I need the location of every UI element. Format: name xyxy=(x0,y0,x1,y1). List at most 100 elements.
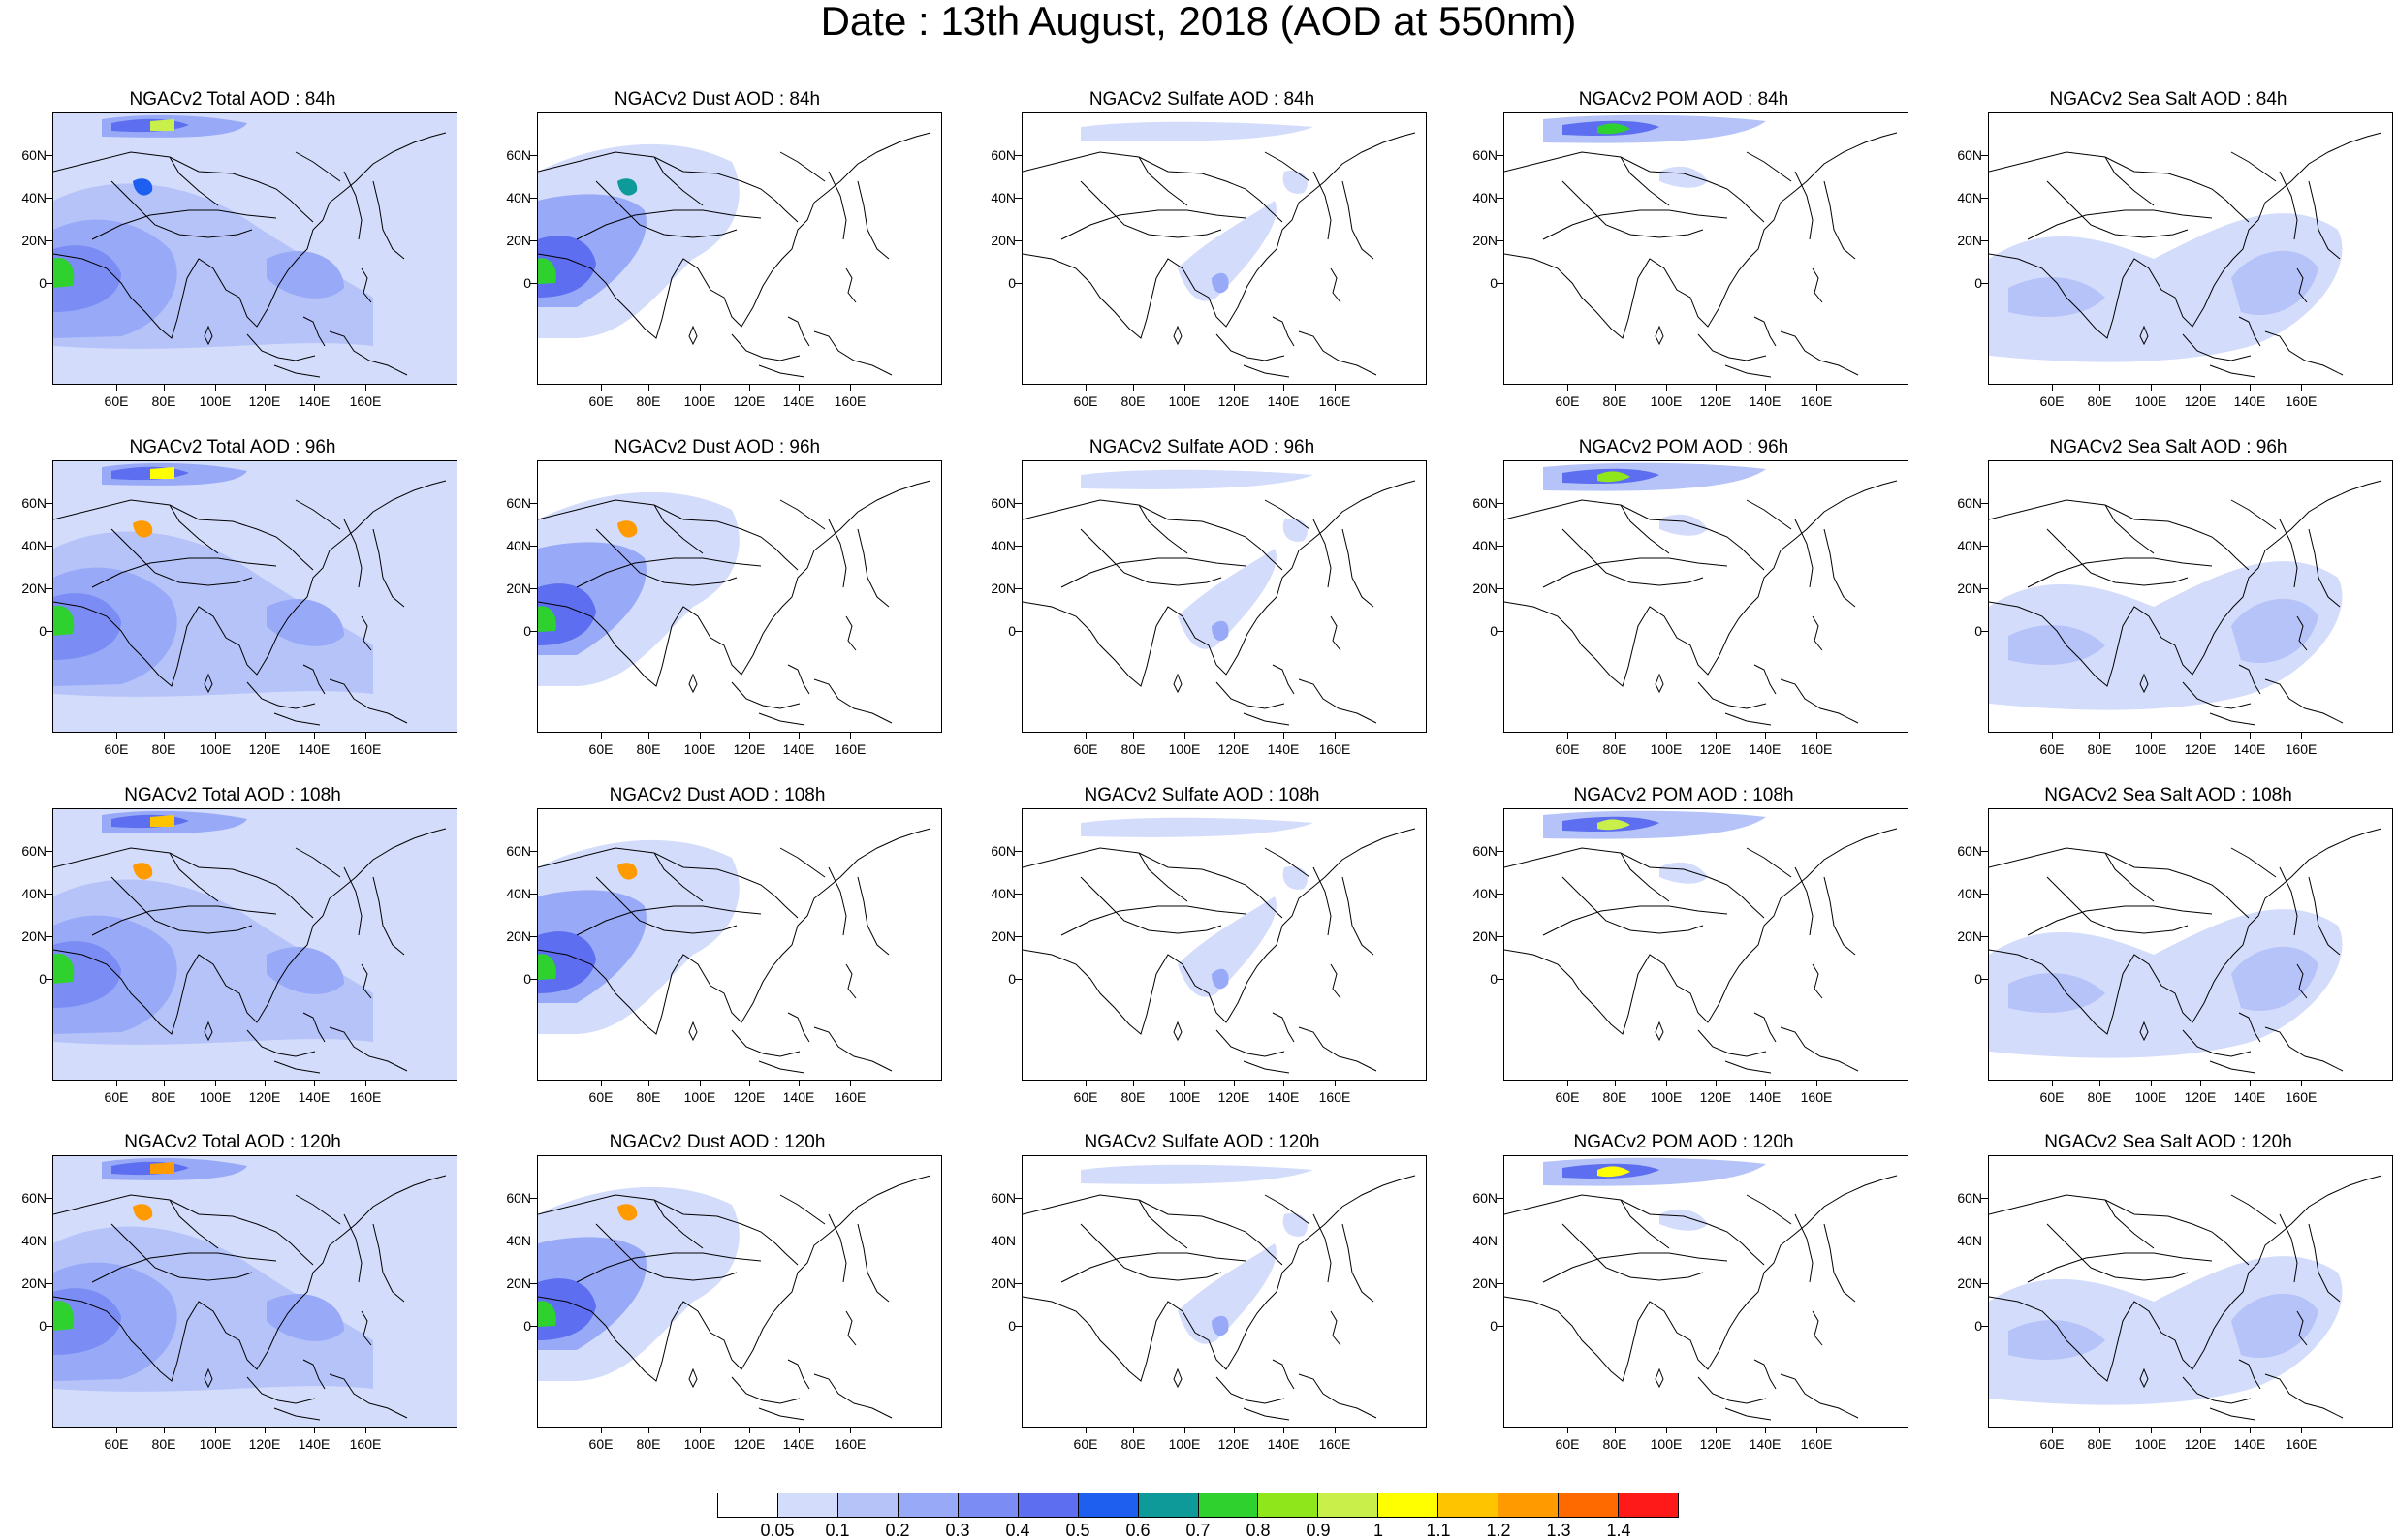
lat-tick xyxy=(1981,588,1988,589)
aod-contour-region xyxy=(1081,121,1313,141)
aod-contour-region xyxy=(1989,909,2343,1058)
lat-tick-label: 0 xyxy=(1008,623,1016,639)
coastline xyxy=(595,180,738,238)
coastline xyxy=(295,847,341,878)
lon-tick-label: 100E xyxy=(683,393,716,409)
lat-tick xyxy=(46,936,52,937)
panel-title: NGACv2 POM AOD : 108h xyxy=(1573,785,1794,805)
coastline xyxy=(1780,1026,1859,1072)
aod-contour-region xyxy=(538,258,556,284)
lat-tick-label: 0 xyxy=(39,623,47,639)
lon-tick xyxy=(1184,1081,1185,1086)
colorbar-label: 0.5 xyxy=(1065,1521,1090,1540)
lon-tick-label: 80E xyxy=(636,741,661,757)
coastline xyxy=(1264,151,1310,182)
coastline xyxy=(1753,664,1777,695)
aod-contour-region xyxy=(538,606,556,632)
colorbar-label: 0.8 xyxy=(1246,1521,1271,1540)
aod-contour-region xyxy=(267,250,344,299)
lon-tick xyxy=(1615,1428,1616,1433)
panel-title: NGACv2 Total AOD : 84h xyxy=(129,89,336,110)
coastline xyxy=(2238,1359,2261,1390)
aod-field-map xyxy=(1504,114,1898,378)
lon-tick xyxy=(700,1428,701,1433)
coastline xyxy=(787,316,810,347)
lat-tick xyxy=(46,546,52,547)
coastline xyxy=(1753,1359,1777,1390)
lat-tick xyxy=(46,588,52,589)
lat-tick-label: 20N xyxy=(506,1275,531,1291)
lon-tick-label: 120E xyxy=(1217,1436,1250,1452)
lat-tick-label: 20N xyxy=(21,581,47,596)
lon-tick xyxy=(1716,385,1717,391)
coastline xyxy=(169,156,219,206)
coastline xyxy=(1312,866,1332,936)
lon-tick xyxy=(2151,733,2152,739)
coastline xyxy=(329,1026,408,1072)
coastline xyxy=(1697,1376,1767,1404)
lat-tick xyxy=(1981,1283,1988,1284)
coastline xyxy=(53,847,314,919)
lon-tick xyxy=(1765,733,1766,739)
map-panel-sulfate-3: NGACv2 Sulfate AOD : 108h 60N 40N 20N 0 60E 80… xyxy=(979,785,1427,1110)
lon-tick-label: 140E xyxy=(1267,741,1300,757)
coastline xyxy=(1272,1012,1295,1043)
colorbar-label: 1.1 xyxy=(1426,1521,1451,1540)
lat-tick-label: 40N xyxy=(991,538,1016,553)
coastline xyxy=(758,1060,805,1074)
lat-tick xyxy=(1497,546,1503,547)
lon-tick-label: 120E xyxy=(248,393,281,409)
coastline xyxy=(1272,316,1295,347)
lon-tick xyxy=(749,1428,750,1433)
coastline xyxy=(731,333,801,361)
colorbar-box xyxy=(837,1493,899,1517)
lon-tick xyxy=(850,733,851,739)
panel-title: NGACv2 POM AOD : 96h xyxy=(1578,437,1789,457)
coastline xyxy=(1272,1359,1295,1390)
coastline xyxy=(779,499,826,530)
lon-tick xyxy=(1133,733,1134,739)
lon-tick-label: 80E xyxy=(151,741,176,757)
coastline xyxy=(1023,480,1416,687)
lat-tick-label: 0 xyxy=(523,275,531,291)
aod-field-map xyxy=(1989,132,2382,378)
lat-tick-label: 0 xyxy=(523,623,531,639)
lat-tick-label: 60N xyxy=(21,147,47,163)
coastline xyxy=(53,151,314,223)
map-panel-dust-3: NGACv2 Dust AOD : 108h 60N 40N 20N 0 60E 80E 10… xyxy=(494,785,942,1110)
lon-tick xyxy=(2301,385,2302,391)
lon-tick xyxy=(1666,385,1667,391)
colorbar-box xyxy=(958,1493,1019,1517)
lat-tick-label: 20N xyxy=(1472,581,1498,596)
lat-tick xyxy=(1497,979,1503,980)
coastline xyxy=(828,1213,847,1283)
lon-tick-label: 120E xyxy=(1217,1089,1250,1105)
lon-tick xyxy=(1335,1081,1336,1086)
coastline xyxy=(758,364,805,378)
aod-field-map xyxy=(1989,1175,2382,1421)
coastline xyxy=(828,171,847,240)
aod-contour-region xyxy=(267,1293,344,1341)
lat-tick xyxy=(1497,1326,1503,1327)
coastline xyxy=(273,364,321,378)
lon-tick xyxy=(2200,1081,2201,1086)
coastline xyxy=(1753,316,1777,347)
lon-tick xyxy=(1234,1081,1235,1086)
lon-tick xyxy=(1184,1428,1185,1433)
coastline xyxy=(1060,905,1246,936)
map-plot-area xyxy=(1022,460,1427,733)
coastline xyxy=(1655,1367,1664,1389)
lon-tick-label: 160E xyxy=(349,741,382,757)
colorbar-box xyxy=(1619,1493,1678,1517)
coastline xyxy=(1243,1060,1290,1074)
coastline xyxy=(731,681,801,709)
aod-contour-region xyxy=(2008,277,2105,317)
lat-tick-label: 40N xyxy=(21,538,47,553)
lon-tick-label: 100E xyxy=(2134,1089,2167,1105)
coastline xyxy=(2182,1029,2252,1057)
lon-tick-label: 60E xyxy=(588,741,614,757)
lat-tick-label: 0 xyxy=(39,971,47,987)
lon-tick xyxy=(215,1428,216,1433)
colorbar-box xyxy=(718,1493,778,1517)
aod-contour-region xyxy=(53,258,75,288)
